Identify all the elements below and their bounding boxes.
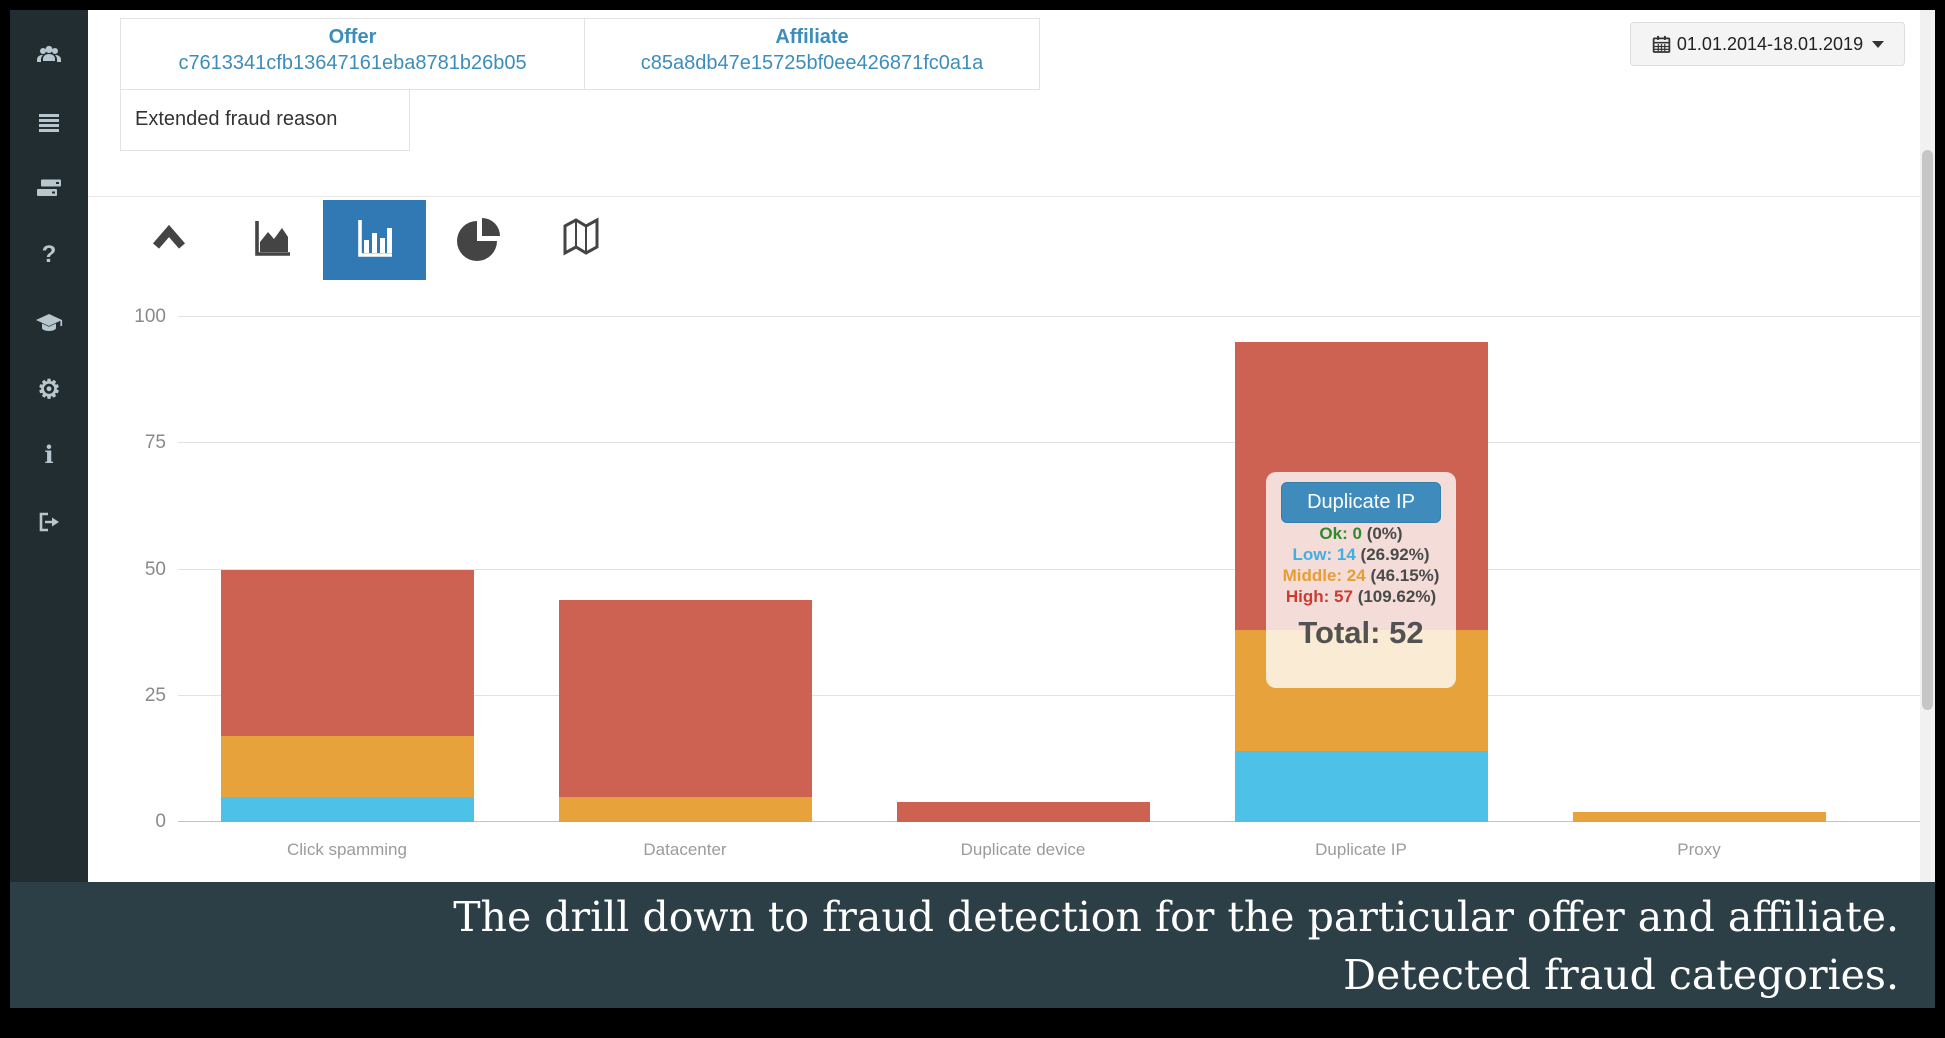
x-axis-category-label: Duplicate IP xyxy=(1315,840,1407,859)
date-range-button[interactable]: 01.01.2014-18.01.2019 xyxy=(1630,22,1905,66)
tooltip-row-high: High: 57 (109.62%) xyxy=(1285,587,1437,606)
plot-area: 0 25 50 75 100 Click spamming Datacenter Duplic… xyxy=(134,306,1930,859)
scrollbar-thumb[interactable] xyxy=(1922,150,1933,710)
header-divider xyxy=(88,196,1935,197)
gridline xyxy=(178,442,1930,444)
bar-segment-low-duplicate-ip[interactable] xyxy=(1234,751,1488,822)
graduation-cap-icon xyxy=(34,310,64,334)
sidebar-item-list[interactable] xyxy=(10,105,88,139)
y-axis-tick-label: 50 xyxy=(144,558,166,580)
chart-type-pie-button[interactable] xyxy=(426,200,529,280)
server-icon xyxy=(35,176,63,200)
x-axis-category-label: Datacenter xyxy=(643,840,727,859)
area-chart-icon xyxy=(248,215,296,266)
tooltip-title: Duplicate IP xyxy=(1281,482,1441,523)
chart-type-bar-button[interactable] xyxy=(323,200,426,280)
affiliate-value-link[interactable]: c85a8db47e15725bf0ee426871fc0a1a xyxy=(640,52,984,74)
chart-type-area-button[interactable] xyxy=(220,200,323,280)
sidebar: ? ⚙ i xyxy=(10,10,88,882)
app-window: ? ⚙ i xyxy=(10,10,1935,882)
line-chart-icon xyxy=(145,215,193,266)
pie-chart-icon xyxy=(454,215,502,266)
offer-label: Offer xyxy=(328,26,377,48)
users-icon xyxy=(34,43,64,67)
map-icon xyxy=(557,215,605,266)
sidebar-item-settings[interactable]: ⚙ xyxy=(10,372,88,406)
bar-segment-middle-click-spamming[interactable] xyxy=(220,736,474,797)
bar-segment-middle-datacenter[interactable] xyxy=(558,796,812,822)
tooltip-row-low: Low: 14 (26.92%) xyxy=(1292,545,1430,564)
chart-type-map-button[interactable] xyxy=(529,200,632,280)
chart-tooltip: Duplicate IP Ok: 0 (0%) Low: 14 (26.92%)… xyxy=(1266,472,1456,688)
tooltip-total: Total: 52 xyxy=(1298,615,1424,650)
bar-chart-icon xyxy=(351,215,399,266)
bar-segment-middle-proxy[interactable] xyxy=(1572,811,1826,822)
sidebar-item-education[interactable] xyxy=(10,305,88,339)
tooltip-row-ok: Ok: 0 (0%) xyxy=(1319,524,1403,543)
chart-type-line-button[interactable] xyxy=(117,200,220,280)
x-axis-category-label: Click spamming xyxy=(287,840,407,859)
bar-segment-high-duplicate-device[interactable] xyxy=(896,801,1150,822)
y-axis-tick-label: 75 xyxy=(144,432,166,454)
main-content: Offer c7613341cfb13647161eba8781b26b05 A… xyxy=(88,10,1935,882)
gear-icon: ⚙ xyxy=(37,374,61,404)
y-axis-tick-label: 0 xyxy=(155,811,166,832)
sidebar-item-users[interactable] xyxy=(10,38,88,72)
offer-value-link[interactable]: c7613341cfb13647161eba8781b26b05 xyxy=(178,52,527,74)
list-icon xyxy=(36,110,62,134)
sidebar-item-info[interactable]: i xyxy=(10,438,88,472)
scrollbar-track xyxy=(1920,10,1935,882)
gridline xyxy=(178,568,1930,570)
bar-segment-low-click-spamming[interactable] xyxy=(220,796,474,822)
affiliate-cell: Affiliate c85a8db47e15725bf0ee426871fc0a… xyxy=(584,18,1040,90)
chevron-down-icon xyxy=(1872,40,1885,48)
caption-band: The drill down to fraud detection for th… xyxy=(10,882,1935,1008)
y-axis-tick-label: 25 xyxy=(144,684,166,706)
x-axis-category-label: Duplicate device xyxy=(960,840,1086,859)
x-axis-category-label: Proxy xyxy=(1677,840,1721,859)
bar-segment-high-click-spamming[interactable] xyxy=(220,569,474,737)
date-range-text: 01.01.2014-18.01.2019 xyxy=(1676,33,1864,54)
calendar-icon xyxy=(1651,34,1672,55)
gridline xyxy=(178,316,1930,317)
chart-type-toolbar xyxy=(117,200,632,280)
sidebar-item-help[interactable]: ? xyxy=(10,238,88,272)
sidebar-item-logout[interactable] xyxy=(10,505,88,539)
fraud-reason-cell[interactable]: Extended fraud reason xyxy=(120,89,410,151)
sidebar-item-servers[interactable] xyxy=(10,171,88,205)
question-icon: ? xyxy=(41,241,57,268)
caption-line-1: The drill down to fraud detection for th… xyxy=(453,893,1899,941)
gridline xyxy=(178,694,1930,696)
affiliate-label: Affiliate xyxy=(775,26,849,48)
tooltip-row-middle: Middle: 24 (46.15%) xyxy=(1282,566,1440,585)
caption-line-2: Detected fraud categories. xyxy=(1343,951,1899,999)
y-axis-tick-label: 100 xyxy=(134,306,166,327)
sign-out-icon xyxy=(36,510,62,534)
offer-cell: Offer c7613341cfb13647161eba8781b26b05 xyxy=(120,18,585,90)
info-icon: i xyxy=(44,440,54,469)
bar-segment-high-datacenter[interactable] xyxy=(558,599,812,797)
